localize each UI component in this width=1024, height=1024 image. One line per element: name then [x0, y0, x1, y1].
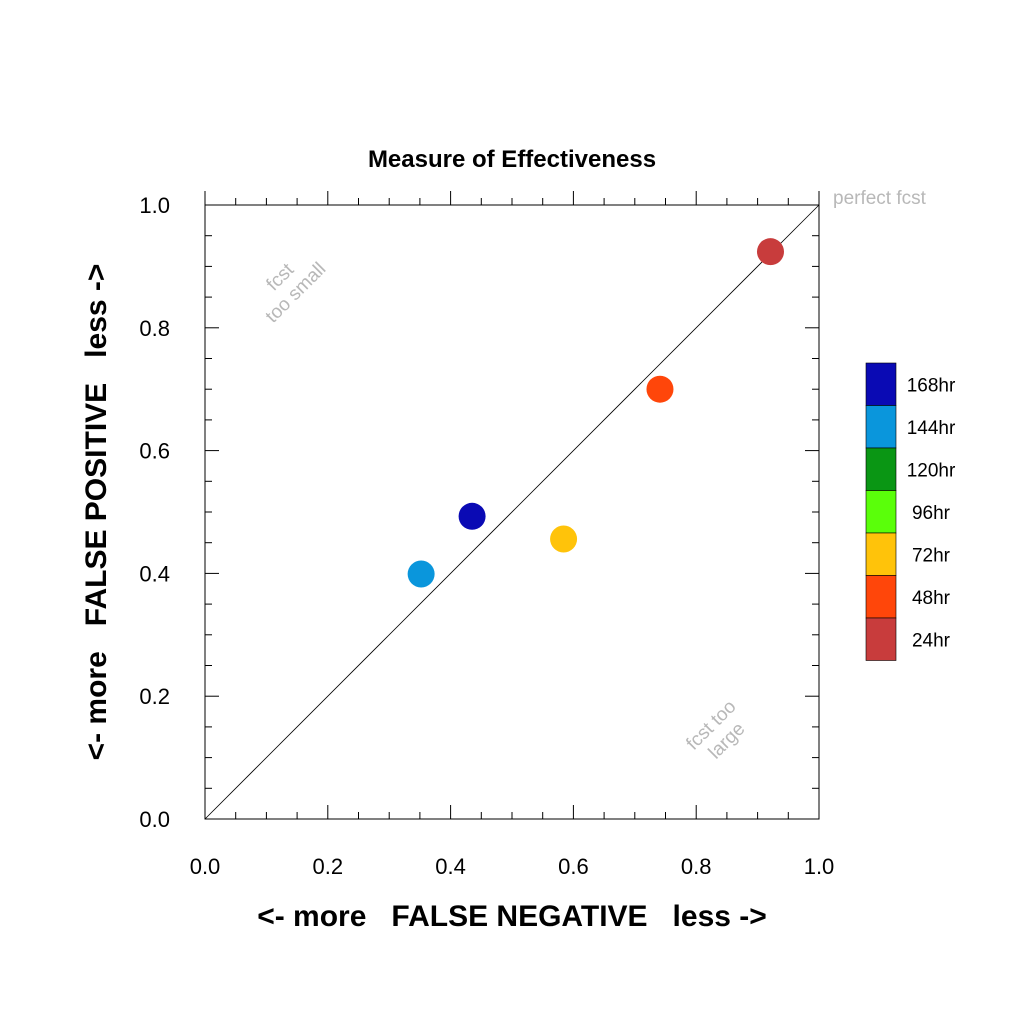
legend-label-96hr: 96hr — [912, 503, 951, 524]
legend: 168hr 144hr 120hr 96hr 72hr 48hr 24hr — [865, 362, 956, 661]
perfect-fcst-label: perfect fcst — [833, 188, 927, 209]
x-tick-labels: 0.0 0.2 0.4 0.6 0.8 1.0 — [190, 854, 835, 879]
y-tick-label: 0.2 — [139, 684, 170, 709]
legend-swatch-24hr — [865, 617, 897, 661]
data-points — [407, 238, 784, 588]
fcst-too-large-annotation: fcst too large — [682, 696, 749, 763]
legend-label-120hr: 120hr — [907, 460, 956, 481]
chart-title: Measure of Effectiveness — [368, 146, 656, 173]
fcst-too-small-annotation: fcst too small — [262, 259, 331, 328]
legend-label-72hr: 72hr — [912, 545, 951, 566]
legend-label-48hr: 48hr — [912, 588, 951, 609]
point-168hr — [458, 502, 486, 530]
x-tick-label: 0.6 — [558, 854, 589, 879]
y-tick-label: 0.6 — [139, 439, 170, 464]
point-144hr — [407, 560, 435, 588]
legend-label-24hr: 24hr — [912, 630, 951, 651]
legend-label-144hr: 144hr — [907, 418, 956, 439]
legend-swatch-72hr — [865, 532, 897, 576]
x-axis-title: <- more FALSE NEGATIVE less -> — [257, 900, 767, 933]
perfect-forecast-line — [204, 204, 820, 820]
legend-swatch-48hr — [865, 575, 897, 619]
legend-swatch-120hr — [865, 447, 897, 491]
y-tick-label: 0.8 — [139, 316, 170, 341]
x-tick-label: 0.8 — [681, 854, 712, 879]
legend-label-168hr: 168hr — [907, 375, 956, 396]
y-tick-label: 0.0 — [139, 807, 170, 832]
annotation-line: too small — [262, 259, 331, 328]
x-tick-label: 1.0 — [804, 854, 835, 879]
x-tick-label: 0.4 — [435, 854, 466, 879]
plot-frame — [204, 204, 820, 820]
y-tick-label: 1.0 — [139, 193, 170, 218]
y-tick-label: 0.4 — [139, 561, 170, 586]
point-48hr — [646, 375, 674, 403]
x-tick-label: 0.2 — [313, 854, 344, 879]
legend-swatch-144hr — [865, 405, 897, 449]
y-axis-title: <- more FALSE POSITIVE less -> — [80, 264, 113, 761]
legend-swatch-168hr — [865, 362, 897, 406]
point-72hr — [550, 525, 578, 553]
x-tick-label: 0.0 — [190, 854, 221, 879]
legend-swatch-96hr — [865, 490, 897, 534]
point-24hr — [756, 238, 784, 266]
y-tick-labels: 0.0 0.2 0.4 0.6 0.8 1.0 — [139, 193, 170, 832]
